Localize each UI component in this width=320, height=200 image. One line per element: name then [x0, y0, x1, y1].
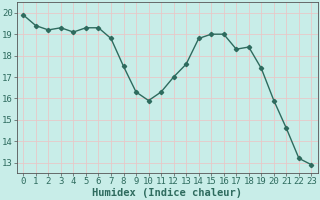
X-axis label: Humidex (Indice chaleur): Humidex (Indice chaleur) [92, 188, 242, 198]
